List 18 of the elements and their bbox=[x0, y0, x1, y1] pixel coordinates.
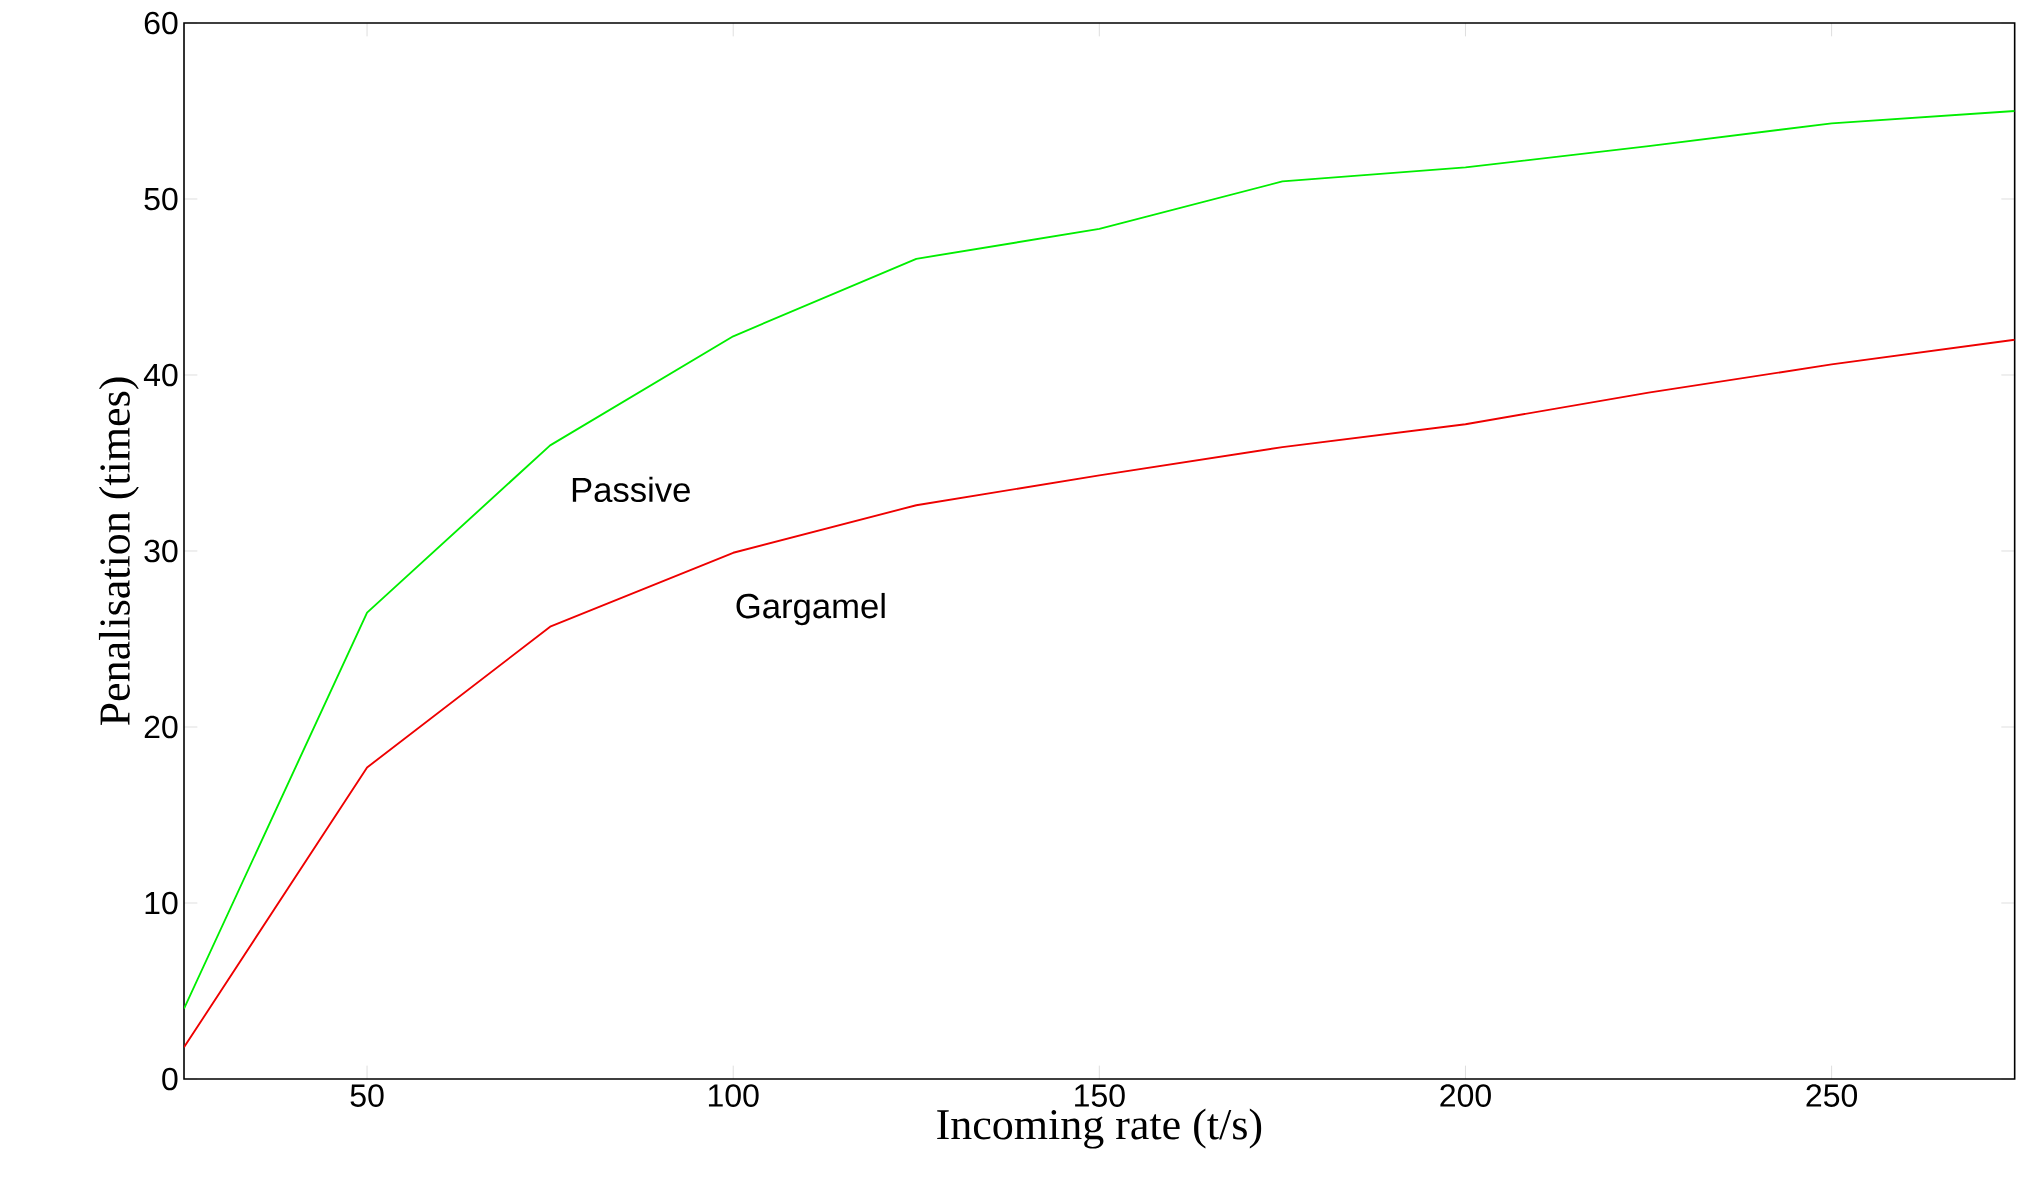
x-tick-label: 50 bbox=[350, 1084, 384, 1107]
x-axis-title: Incoming rate (t/s) bbox=[937, 1108, 1262, 1149]
y-axis-title: Penalisation (times) bbox=[98, 377, 139, 726]
y-tick-label: 20 bbox=[144, 715, 178, 739]
y-tick-label: 60 bbox=[144, 11, 178, 35]
y-tick-label: 0 bbox=[162, 1067, 178, 1091]
x-tick-label: 150 bbox=[1075, 1084, 1125, 1107]
line-series bbox=[184, 110, 2015, 1010]
x-tick-label: 200 bbox=[1440, 1084, 1491, 1107]
x-tick-label: 100 bbox=[708, 1084, 759, 1107]
line-series bbox=[184, 338, 2015, 1049]
x-tick-label: 250 bbox=[1806, 1084, 1858, 1107]
series-label: Passive bbox=[572, 476, 690, 503]
y-tick-label: 10 bbox=[145, 891, 178, 915]
y-tick-label: 40 bbox=[143, 363, 178, 387]
series-label: Gargamel bbox=[736, 592, 885, 626]
y-tick-label: 50 bbox=[144, 187, 178, 211]
y-tick-label: 30 bbox=[144, 539, 178, 563]
